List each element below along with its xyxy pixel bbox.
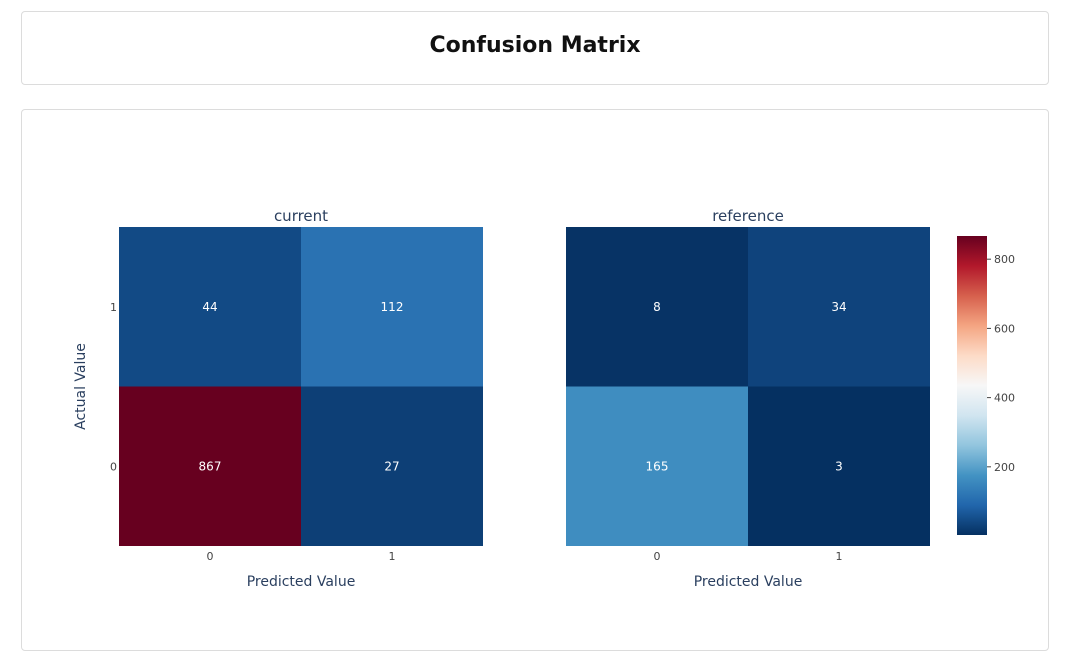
x-tick-label: 1	[836, 550, 843, 563]
heatmap-cell	[119, 386, 301, 546]
x-axis-title: Predicted Value	[247, 574, 356, 590]
heatmap-cell	[566, 227, 748, 387]
cell-value-label: 112	[381, 300, 404, 314]
x-tick-label: 0	[654, 550, 661, 563]
heatmap-cell	[748, 386, 930, 546]
heatmap-cell	[301, 386, 483, 546]
colorbar-tick-label: 800	[994, 253, 1015, 266]
cell-value-label: 44	[202, 300, 217, 314]
cell-value-label: 3	[835, 459, 843, 473]
colorbar-tick-label: 400	[994, 392, 1015, 405]
heatmap-cell	[119, 227, 301, 387]
subplot-title: current	[274, 207, 328, 225]
cell-value-label: 34	[831, 300, 846, 314]
colorbar-tick-label: 600	[994, 322, 1015, 335]
heatmap-cell	[566, 386, 748, 546]
x-axis-title: Predicted Value	[694, 574, 803, 590]
x-tick-label: 1	[389, 550, 396, 563]
cell-value-label: 867	[199, 459, 222, 473]
y-tick-label: 0	[110, 460, 117, 473]
heatmap-cell	[301, 227, 483, 387]
heatmap-cell	[748, 227, 930, 387]
cell-value-label: 165	[646, 459, 669, 473]
subplot-title: reference	[712, 207, 784, 225]
colorbar	[957, 236, 987, 535]
confusion-matrix-chart: 867 27 44 112 current 0 1 Predicted Value 0 1 Actu…	[73, 207, 1015, 590]
cell-value-label: 8	[653, 300, 661, 314]
colorbar-tick-label: 200	[994, 461, 1015, 474]
y-tick-label: 1	[110, 301, 117, 314]
page-title: Confusion Matrix	[429, 33, 641, 58]
title-card: Confusion Matrix	[21, 11, 1049, 85]
chart-card: 867 27 44 112 current 0 1 Predicted Value 0 1 Actu…	[21, 109, 1049, 651]
x-tick-label: 0	[207, 550, 214, 563]
y-axis-title: Actual Value	[73, 343, 89, 430]
cell-value-label: 27	[384, 459, 399, 473]
